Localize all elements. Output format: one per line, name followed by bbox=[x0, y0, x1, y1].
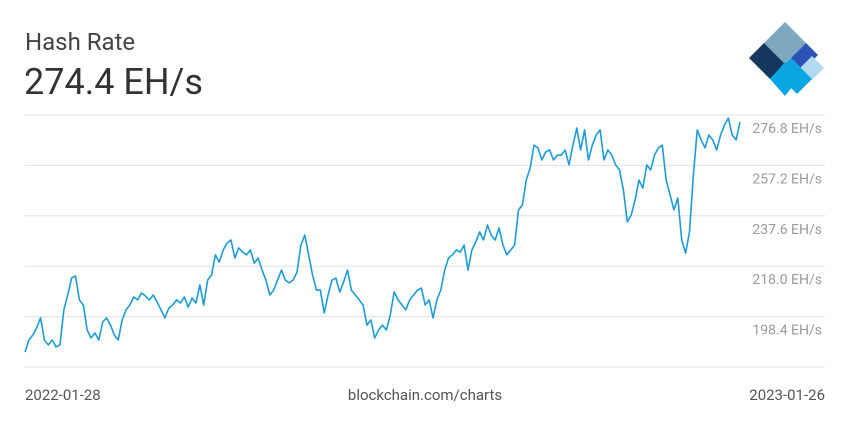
chart-subtitle: 274.4 EH/s bbox=[24, 61, 203, 103]
line bbox=[24, 117, 741, 353]
y-tick-label: 276.8 EH/s bbox=[752, 121, 822, 137]
chart-title: Hash Rate bbox=[25, 28, 135, 56]
y-tick-label: 218.0 EH/s bbox=[752, 272, 822, 288]
source: blockchain.com/charts bbox=[348, 386, 502, 404]
y-tick-label: 198.4 EH/s bbox=[752, 323, 822, 339]
y-tick-label: 257.2 EH/s bbox=[752, 171, 822, 187]
y-tick-label: 237.6 EH/s bbox=[752, 222, 822, 238]
x-tick-label: 2023-01-26 bbox=[749, 386, 825, 404]
logo bbox=[749, 22, 824, 96]
x-tick-label: 2022-01-28 bbox=[25, 386, 101, 404]
